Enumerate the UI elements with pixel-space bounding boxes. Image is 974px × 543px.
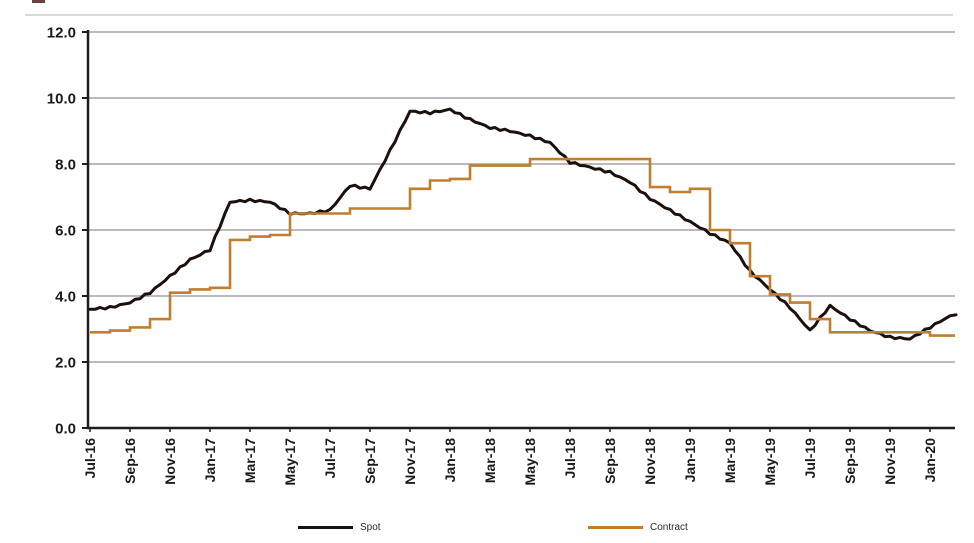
x-tick-label: Sep-16 xyxy=(122,438,138,484)
x-tick-label: Jan-19 xyxy=(682,438,698,483)
x-tick-label: Nov-16 xyxy=(162,438,178,485)
x-tick-label: Jul-16 xyxy=(82,438,98,479)
x-tick-label: Sep-17 xyxy=(362,438,378,484)
x-tick-label: Nov-18 xyxy=(642,438,658,485)
contract-line xyxy=(90,157,955,337)
y-tick-label: 12.0 xyxy=(47,24,76,41)
x-tick-label: May-18 xyxy=(522,438,538,486)
x-tick-label: Nov-19 xyxy=(882,438,898,485)
legend-item-spot: Spot xyxy=(298,521,381,533)
x-tick-label: Jan-17 xyxy=(202,438,218,483)
x-tick-label: Jul-17 xyxy=(322,438,338,479)
y-tick-label: 10.0 xyxy=(47,90,76,107)
x-tick-label: May-17 xyxy=(282,438,298,486)
spot-line-swatch xyxy=(298,525,353,529)
y-tick-label: 6.0 xyxy=(55,222,76,239)
x-tick-label: Mar-19 xyxy=(722,438,738,483)
x-tick-label: Mar-18 xyxy=(482,438,498,483)
x-tick-label: Jan-20 xyxy=(922,438,938,483)
y-tick-label: 2.0 xyxy=(55,354,76,371)
scan-artifact-mark xyxy=(32,0,45,3)
spot-line xyxy=(88,107,958,341)
x-tick-label: Sep-18 xyxy=(602,438,618,484)
x-tick-label: Jul-18 xyxy=(562,438,578,479)
legend-label-spot: Spot xyxy=(360,521,381,533)
y-tick-label: 4.0 xyxy=(55,288,76,305)
y-tick-label: 8.0 xyxy=(55,156,76,173)
legend-item-contract: Contract xyxy=(588,521,688,533)
x-tick-label: Jan-18 xyxy=(442,438,458,483)
legend-label-contract: Contract xyxy=(650,521,688,533)
y-tick-label: 0.0 xyxy=(55,420,76,437)
x-tick-label: Nov-17 xyxy=(402,438,418,485)
x-tick-label: Mar-17 xyxy=(242,438,258,483)
x-tick-label: May-19 xyxy=(762,438,778,486)
x-tick-label: Jul-19 xyxy=(802,438,818,479)
contract-line-swatch xyxy=(588,525,643,529)
top-divider xyxy=(25,14,953,16)
x-tick-label: Sep-19 xyxy=(842,438,858,484)
